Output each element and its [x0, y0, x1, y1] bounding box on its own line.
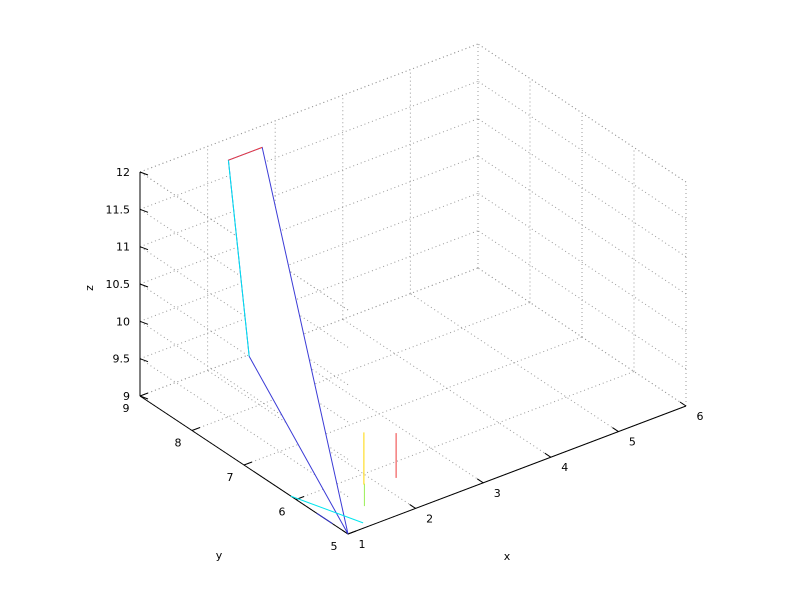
x-tick-mark [679, 401, 687, 407]
y-tick-mark [191, 427, 201, 431]
y-tick-mark [347, 530, 357, 535]
grid-left-z [139, 358, 349, 498]
surface [227, 146, 349, 535]
grid-side-z [477, 230, 687, 370]
z-tick-label: 10.5 [106, 278, 131, 291]
y-tick-label: 7 [227, 471, 234, 484]
z-tick-mark [139, 171, 149, 176]
z-tick-mark [139, 246, 149, 251]
x-tick-label: 2 [426, 512, 433, 525]
x-tick-mark [476, 478, 484, 484]
grid-side-z [477, 155, 687, 295]
y-tick-label: 6 [279, 506, 286, 519]
series-line-7 [228, 146, 263, 161]
grid-top-edge [139, 43, 479, 173]
grid-back-z [139, 192, 479, 322]
grid-side-z [477, 80, 687, 220]
z-tick-label: 9.5 [113, 353, 131, 366]
series-lines [227, 146, 397, 525]
x-tick-mark [409, 503, 416, 509]
x-tick-mark [544, 452, 552, 458]
z-tick-label: 11.5 [106, 203, 131, 216]
grid-back-z [139, 230, 479, 360]
grid-back-z [139, 267, 479, 397]
y-tick-mark [139, 392, 149, 397]
x-axis-label: x [504, 550, 511, 563]
x-tick-mark [341, 529, 349, 535]
grid-side-z [477, 267, 687, 407]
y-tick-label: 8 [175, 437, 182, 450]
z-axis-label: z [83, 285, 96, 291]
grid-left-z [139, 320, 349, 460]
series-line-1 [290, 495, 364, 524]
y-tick-label: 5 [331, 540, 338, 553]
grid-side-z [477, 118, 687, 258]
z-tick-mark [139, 395, 149, 400]
z-tick-mark [139, 208, 149, 213]
x-tick-label: 4 [561, 461, 568, 474]
x-axis-line [347, 405, 687, 535]
z-tick-mark [139, 283, 149, 288]
grid-floor-x [410, 293, 619, 433]
z-tick-label: 10 [116, 315, 130, 328]
x-tick-label: 5 [629, 436, 636, 449]
series-line-6 [227, 160, 250, 357]
grid-side-z [477, 192, 687, 332]
z-tick-label: 11 [116, 241, 130, 254]
axes [139, 171, 687, 535]
z-tick-label: 12 [116, 166, 130, 179]
series-line-2 [316, 512, 333, 525]
z-tick-mark [139, 320, 149, 325]
grid-back-z [139, 155, 479, 285]
grid-top-edge [477, 43, 687, 183]
x-tick-mark [612, 427, 619, 433]
grid-left-z [139, 283, 349, 423]
x-tick-label: 3 [494, 487, 501, 500]
grid-back-z [139, 80, 479, 210]
z-tick-label: 9 [123, 390, 130, 403]
grid-floor-y [295, 371, 635, 500]
surface-patch [227, 146, 349, 535]
x-tick-label: 6 [697, 410, 704, 423]
y-tick-label: 9 [123, 402, 130, 415]
grid-floor-y [191, 302, 531, 431]
z-tick-mark [139, 358, 149, 363]
grid-lines [139, 43, 687, 535]
x-tick-label: 1 [359, 538, 366, 551]
y-tick-mark [243, 461, 253, 466]
grid-back-z [139, 118, 479, 248]
y-axis-label: y [216, 549, 223, 562]
grid-left-z [139, 246, 349, 386]
